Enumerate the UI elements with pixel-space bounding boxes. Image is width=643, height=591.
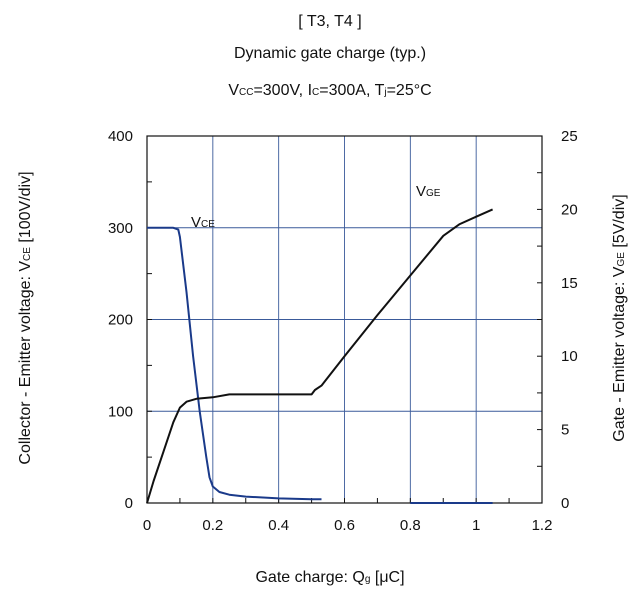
- x-tick-label: 1.2: [532, 517, 553, 534]
- y-right-axis-label: Gate - Emitter voltage: VGE [5V/div]: [611, 194, 628, 441]
- y-right-axis-ticks: 0 5 10 15 20 25: [561, 128, 578, 512]
- x-tick-label: 1: [472, 517, 480, 534]
- y-right-tick-label: 20: [561, 201, 578, 218]
- chart-title-line-3: VCC=300V, IC=300A, Tj=25°C: [228, 82, 431, 99]
- series-layer: [146, 208, 494, 504]
- x-axis-label: Gate charge: Qg [μC]: [255, 569, 404, 586]
- series-line-vge: [146, 208, 494, 504]
- y-right-tick-label: 25: [561, 128, 578, 145]
- y-right-tick-label: 15: [561, 275, 578, 292]
- y-right-tick-label: 0: [561, 495, 569, 512]
- vge-series-label: VGE: [416, 183, 441, 200]
- x-tick-label: 0.2: [202, 517, 223, 534]
- x-axis-ticks: 0 0.2 0.4 0.6 0.8 1 1.2: [143, 517, 553, 534]
- chart-title-line-2: Dynamic gate charge (typ.): [234, 45, 426, 62]
- y-left-tick-label: 100: [108, 403, 133, 420]
- plot-frame: [146, 135, 543, 504]
- y-left-tick-label: 400: [108, 128, 133, 145]
- y-right-tick-label: 5: [561, 422, 569, 439]
- y-right-tick-label: 10: [561, 348, 578, 365]
- vce-series-label: VCE: [191, 214, 215, 231]
- x-tick-label: 0.4: [268, 517, 289, 534]
- x-tick-label: 0.6: [334, 517, 355, 534]
- y-left-axis-label: Collector - Emitter voltage: VCE [100V/d…: [17, 171, 34, 464]
- y-left-tick-label: 0: [125, 495, 133, 512]
- x-tick-label: 0.8: [400, 517, 421, 534]
- series-line-vce: [147, 226, 322, 501]
- y-left-axis-ticks: 0 100 200 300 400: [108, 128, 133, 512]
- x-tick-label: 0: [143, 517, 151, 534]
- y-left-tick-label: 200: [108, 312, 133, 329]
- grid: [146, 135, 543, 504]
- chart-title-line-1: [ T3, T4 ]: [298, 13, 361, 30]
- y-left-tick-label: 300: [108, 220, 133, 237]
